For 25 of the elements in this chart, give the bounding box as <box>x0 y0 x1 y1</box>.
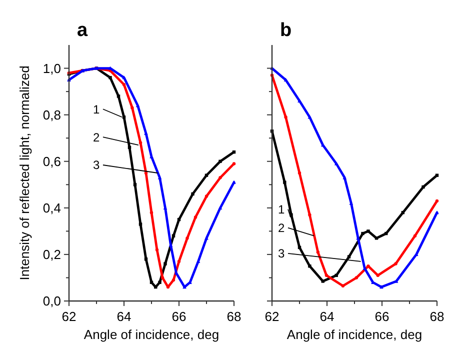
x-tick-label: 66 <box>374 309 390 324</box>
x-tick-label: 66 <box>172 309 186 324</box>
x-tick-label: 62 <box>264 309 280 324</box>
y-tick-label: 0,2 <box>42 247 61 262</box>
annotation: 3 <box>93 158 100 172</box>
chart-title: b <box>280 20 292 41</box>
annotation: 1 <box>278 202 285 216</box>
x-tick-label: 68 <box>226 309 242 324</box>
annotation: 3 <box>278 246 285 261</box>
y-tick-label: 0,6 <box>42 154 61 169</box>
x-tick-label: 64 <box>116 309 132 324</box>
annotation: 2 <box>278 221 285 236</box>
y-tick-label: 0,4 <box>42 200 61 216</box>
x-axis-title: Angle of incidence, deg <box>286 327 422 342</box>
x-axis-title: Angle of incidence, deg <box>84 327 220 342</box>
annotation: 2 <box>93 130 100 144</box>
x-tick-label: 68 <box>430 309 444 324</box>
annotation: 1 <box>93 102 100 116</box>
y-tick-label: 0,0 <box>42 294 61 309</box>
x-tick-label: 64 <box>320 309 334 324</box>
chart-title: a <box>77 20 88 41</box>
y-tick-label: 1,0 <box>42 60 61 76</box>
x-tick-label: 62 <box>62 309 76 324</box>
y-tick-label: 0,8 <box>42 107 61 122</box>
y-axis-title: Intensity of reflected light, normalized <box>17 66 32 280</box>
